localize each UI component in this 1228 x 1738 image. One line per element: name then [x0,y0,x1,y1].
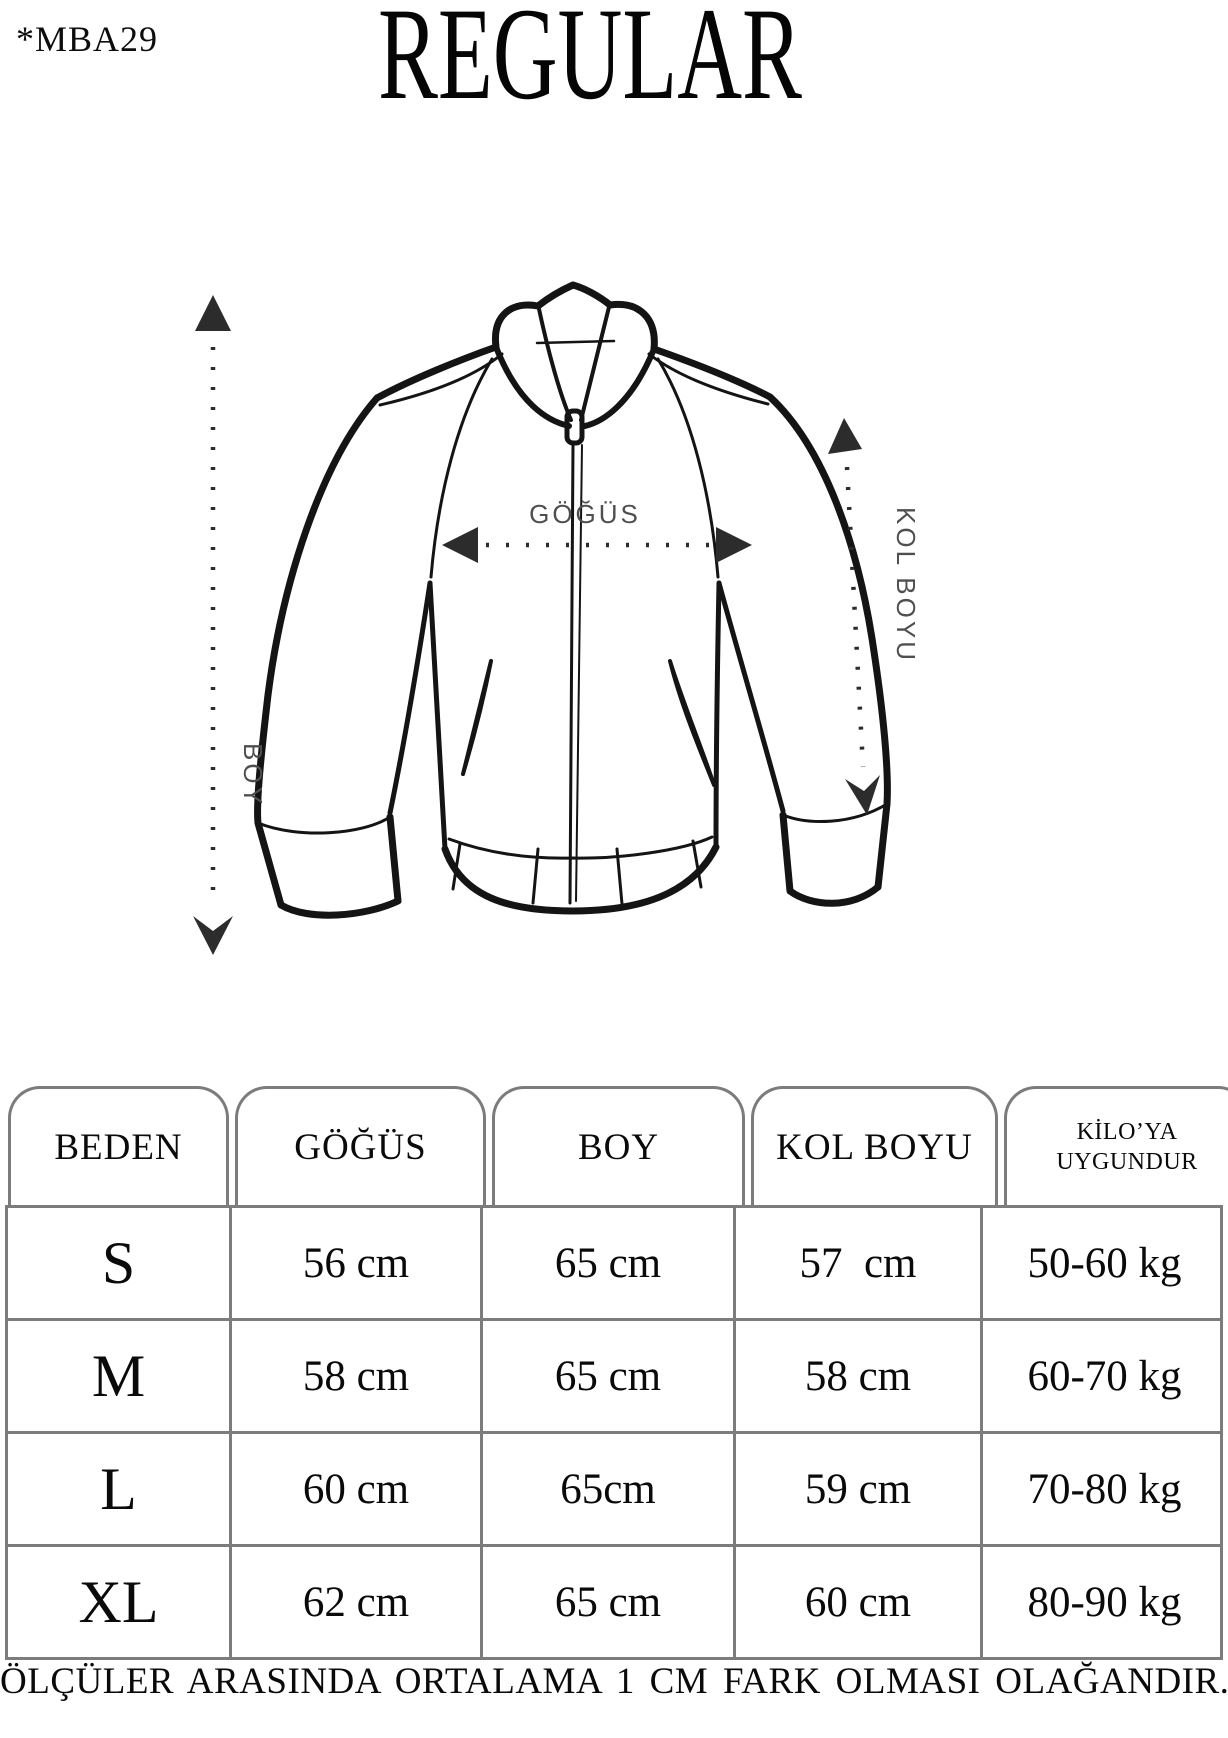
weight-cell: 60-70 kg [980,1321,1226,1431]
jacket-measurement-diagram: BOY GÖĞÜS KOL BOYU [140,255,940,965]
size-cell: L [100,1455,137,1522]
size-table-body: S 56 cm 65 cm 57 cm 50-60 kg M 58 cm 65 … [5,1205,1223,1660]
table-row-s: S 56 cm 65 cm 57 cm 50-60 kg [8,1208,1220,1318]
size-cell: XL [78,1568,159,1635]
weight-cell: 70-80 kg [980,1434,1226,1544]
page-title: REGULAR [378,0,802,127]
tolerance-footnote: ÖLÇÜLER ARASINDA ORTALAMA 1 CM FARK OLMA… [0,1661,1228,1702]
table-row-l: L 60 cm 65cm 59 cm 70-80 kg [8,1431,1220,1544]
chest-cell: 62 cm [229,1547,480,1657]
length-cell: 65 cm [480,1547,733,1657]
size-cell: M [91,1342,146,1409]
length-label: BOY [238,743,268,807]
column-header-boy: BOY [492,1086,745,1205]
length-cell: 65 cm [480,1321,733,1431]
weight-cell: 50-60 kg [980,1208,1226,1318]
weight-cell: 80-90 kg [980,1547,1226,1657]
length-arrow [193,295,233,955]
size-table: BEDEN GÖĞÜS BOY KOL BOYU KİLO’YA UYGUNDU… [5,1086,1228,1660]
sleeve-label: KOL BOYU [891,507,921,663]
arrow-left-icon [442,527,478,563]
chest-cell: 56 cm [229,1208,480,1318]
arrow-right-icon [716,527,752,563]
length-cell: 65 cm [480,1208,733,1318]
column-header-kiloya-uygundur: KİLO’YA UYGUNDUR [1004,1086,1228,1205]
sleeve-cell: 57 cm [733,1208,980,1318]
arrow-down-icon [193,916,233,955]
arrow-down-icon [845,775,880,815]
size-cell: S [101,1229,136,1296]
jacket-drawing [254,281,891,919]
size-table-header: BEDEN GÖĞÜS BOY KOL BOYU KİLO’YA UYGUNDU… [5,1086,1228,1205]
table-row-xl: XL 62 cm 65 cm 60 cm 80-90 kg [8,1544,1220,1657]
product-code: *MBA29 [16,19,159,59]
sleeve-cell: 60 cm [733,1547,980,1657]
sleeve-arrow [828,418,880,815]
sleeve-cell: 58 cm [733,1321,980,1431]
column-header-gogus: GÖĞÜS [235,1086,486,1205]
arrow-up-icon [195,295,231,331]
column-header-beden: BEDEN [8,1086,229,1205]
arrow-up-icon [828,418,862,454]
zip-pull-icon [564,408,585,446]
length-cell: 65cm [480,1434,733,1544]
sleeve-cell: 59 cm [733,1434,980,1544]
chest-label: GÖĞÜS [529,499,641,529]
table-row-m: M 58 cm 65 cm 58 cm 60-70 kg [8,1318,1220,1431]
column-header-kol-boyu: KOL BOYU [751,1086,998,1205]
chest-cell: 58 cm [229,1321,480,1431]
jacket-diagram-svg: BOY GÖĞÜS KOL BOYU [193,281,921,955]
chest-arrow [442,527,752,563]
chest-cell: 60 cm [229,1434,480,1544]
